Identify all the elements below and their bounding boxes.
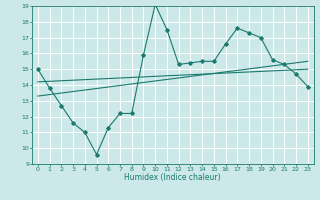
X-axis label: Humidex (Indice chaleur): Humidex (Indice chaleur) — [124, 173, 221, 182]
